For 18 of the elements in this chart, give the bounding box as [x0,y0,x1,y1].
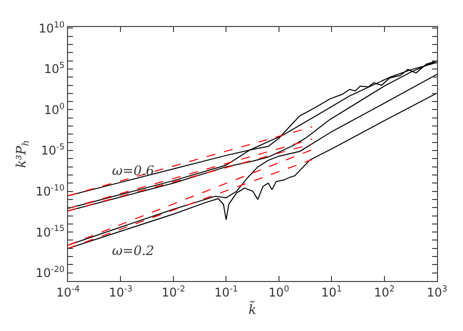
y-tick-label: 10$^{-5}$ [40,142,65,158]
x-tick-label: 10$^{-4}$ [56,283,80,300]
x-tick-label: 10$^{2}$ [374,283,395,300]
x-axis-title: k̃ [248,300,257,318]
x-tick-label: 10$^{-1}$ [214,283,238,300]
x-tick-label: 10$^{-3}$ [108,283,133,300]
y-tick-label: 10$^{10}$ [38,19,65,36]
y-tick-label: 10$^{5}$ [44,60,65,76]
y-tick-label: 10$^{0}$ [44,100,65,117]
x-tick-label: 10$^{0}$ [268,283,290,300]
x-tick-label: 10$^{-2}$ [162,283,186,300]
annotation: ω=0.6 [112,164,154,179]
annotation: ω=0.2 [112,244,154,259]
y-tick-label: 10$^{-20}$ [36,264,65,280]
x-tick-label: 10$^{3}$ [426,283,448,300]
y-tick-label: 10$^{-10}$ [36,182,65,198]
x-tick-label: 10$^{1}$ [321,283,342,300]
y-tick-label: 10$^{-15}$ [36,223,65,240]
